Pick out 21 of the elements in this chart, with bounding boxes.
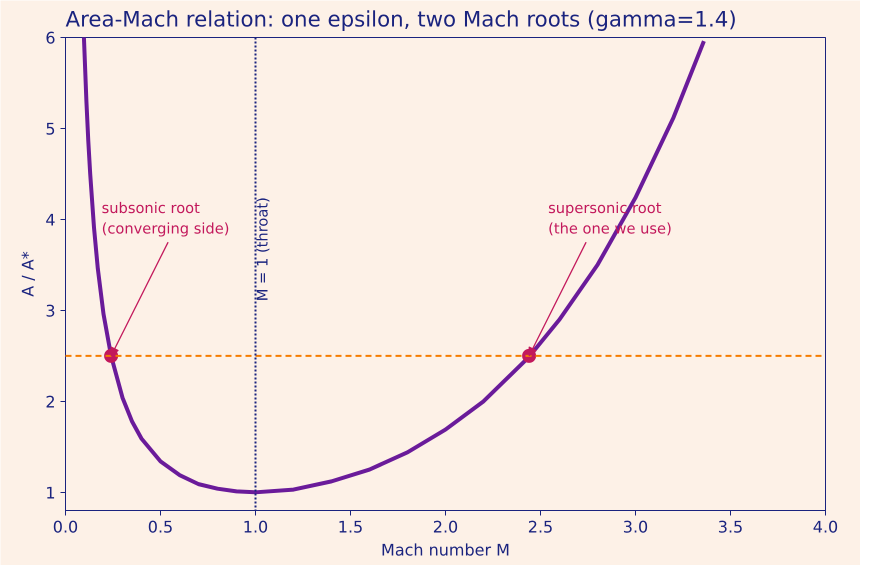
y-tick-label: 5 [45,119,56,138]
y-tick-label: 1 [45,483,56,502]
x-tick-label: 2.0 [432,518,458,536]
x-tick-label: 1.5 [338,518,364,536]
x-tick-label: 0.0 [52,518,78,536]
ref-line-label: M = 1 (throat) [254,197,272,302]
annotation: subsonic root (converging side) [102,200,230,238]
x-tick-label: 2.5 [528,518,554,536]
x-tick-label: 0.5 [148,518,174,536]
x-axis-title: Mach number M [381,540,510,560]
x-tick-label: 3.0 [622,518,648,536]
x-tick-label: 4.0 [812,518,838,536]
x-tick-label: 3.5 [718,518,744,536]
chart-title: Area-Mach relation: one epsilon, two Mach roots (gamma=1.4) [66,8,737,32]
y-tick-label: 3 [45,301,56,320]
y-tick-label: 4 [45,210,56,230]
y-tick-label: 2 [45,392,56,412]
y-tick-label: 6 [45,28,56,48]
line-series [82,38,706,494]
y-axis-title: A / A* [18,251,38,297]
x-tick-label: 1.0 [242,518,268,536]
